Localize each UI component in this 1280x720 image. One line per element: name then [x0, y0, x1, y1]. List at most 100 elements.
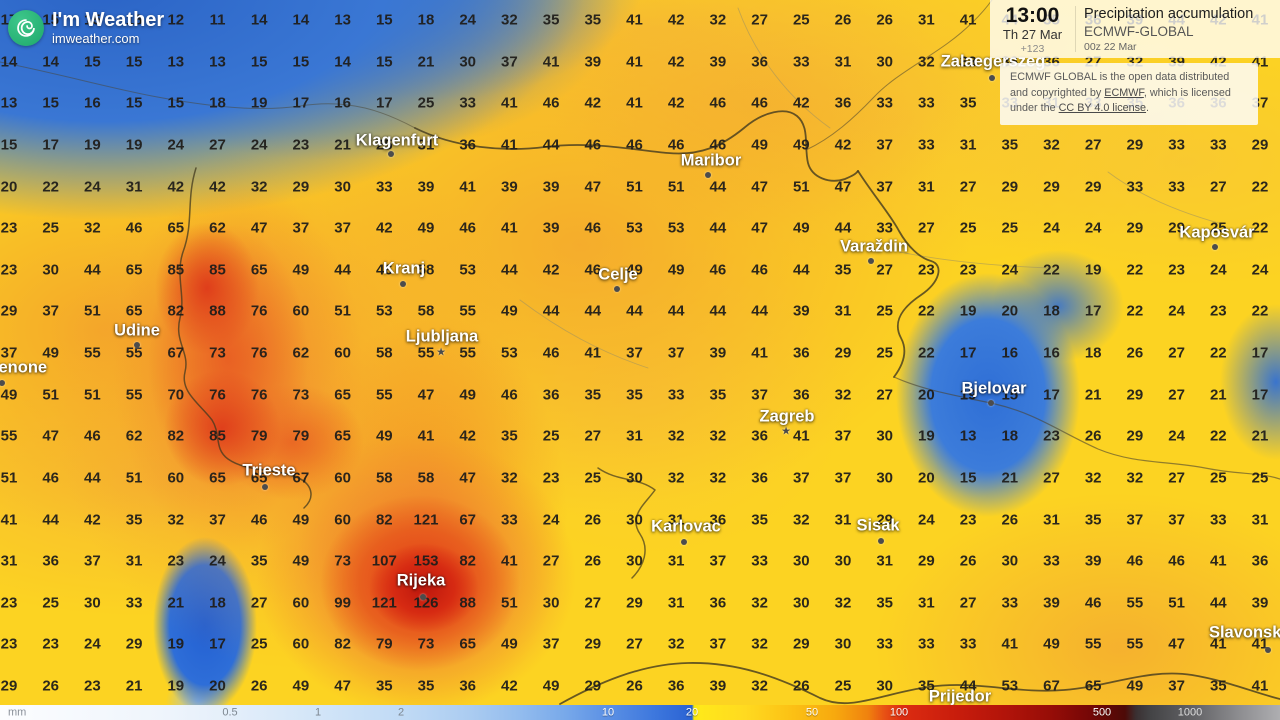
precip-value: 37	[1126, 511, 1144, 528]
forecast-info-panel[interactable]: 13:00 Th 27 Mar +123 Precipitation accum…	[990, 0, 1280, 58]
precip-value: 41	[626, 11, 643, 29]
precip-value: 37	[84, 552, 101, 570]
precip-value: 30	[542, 594, 560, 612]
precip-value: 73	[292, 386, 310, 404]
precip-value: 27	[1168, 469, 1185, 487]
precip-value: 47	[1168, 635, 1185, 653]
city-dot-marker	[868, 258, 874, 264]
precip-value: 22	[1209, 344, 1227, 362]
precip-value: 82	[167, 427, 185, 445]
precip-value: 30	[834, 635, 852, 653]
city-label: Kranj	[382, 259, 426, 278]
city-label: Maribor	[680, 151, 742, 170]
precip-value: 22	[1126, 261, 1144, 279]
precip-value: 41	[1251, 677, 1269, 695]
precip-value: 37	[792, 469, 810, 487]
precip-value: 14	[292, 11, 310, 29]
precip-value: 32	[1084, 469, 1102, 487]
precip-value: 33	[959, 635, 977, 653]
precip-value: 35	[375, 677, 393, 695]
city-label: Slavonski Brod	[1208, 623, 1280, 642]
precip-value: 47	[584, 178, 602, 195]
precip-value: 55	[125, 344, 143, 362]
precip-value: 22	[1251, 178, 1269, 195]
precip-value: 25	[542, 427, 560, 445]
precip-value: 15	[42, 94, 60, 112]
precip-value: 88	[209, 302, 226, 320]
precip-value: 60	[334, 469, 351, 487]
forecast-date: Th 27 Mar	[1002, 26, 1063, 42]
precip-value: 153	[413, 552, 439, 570]
precip-value: 36	[459, 136, 477, 154]
precip-value: 18	[209, 94, 226, 112]
precip-value: 29	[1084, 178, 1102, 195]
panel-divider	[1075, 6, 1076, 52]
precip-value: 39	[709, 53, 727, 71]
precip-value: 55	[125, 386, 143, 404]
precip-value: 76	[250, 302, 268, 320]
precip-value: 49	[626, 261, 643, 279]
city-label: Trieste	[242, 461, 296, 480]
precip-value: 32	[1126, 469, 1144, 487]
precip-value: 46	[751, 261, 768, 279]
city-dot-marker	[0, 380, 5, 386]
precip-value: 25	[959, 219, 977, 237]
brand-logo[interactable]: I'm Weather imweather.com	[8, 10, 164, 47]
precip-value: 41	[626, 53, 643, 71]
precip-value: 24	[1168, 427, 1185, 445]
precip-value: 19	[84, 136, 101, 154]
precip-value: 20	[918, 386, 935, 404]
precip-value: 23	[959, 261, 977, 279]
precip-value: 31	[417, 136, 435, 154]
precip-value: 55	[1126, 635, 1144, 653]
precip-value: 49	[501, 635, 518, 653]
precip-value: 44	[667, 302, 685, 320]
precip-value: 17	[959, 344, 977, 362]
cc-license-link[interactable]: CC BY 4.0 license	[1058, 102, 1147, 115]
precip-value: 35	[1001, 136, 1019, 154]
precip-value: 49	[667, 261, 685, 279]
precip-value: 35	[834, 261, 852, 279]
precip-value: 30	[834, 552, 852, 570]
precip-value: 73	[334, 552, 351, 570]
precip-value: 60	[334, 344, 351, 362]
precip-value: 25	[250, 635, 268, 653]
precip-value: 37	[501, 53, 518, 71]
precip-value: 30	[876, 677, 894, 695]
precip-value: 39	[584, 53, 602, 71]
precip-value: 24	[209, 552, 226, 570]
precip-value: 27	[1084, 136, 1102, 154]
precip-value: 16	[1043, 344, 1060, 362]
precip-value: 53	[375, 302, 393, 320]
precip-value: 42	[667, 94, 685, 112]
precip-value: 36	[834, 94, 852, 112]
precip-value: 29	[876, 511, 894, 528]
precip-value: 32	[250, 178, 268, 195]
precip-value: 35	[959, 94, 977, 112]
precip-value: 73	[417, 635, 435, 653]
precip-value: 39	[417, 178, 435, 195]
city-label: Prijedor	[928, 687, 992, 706]
precip-value: 32	[709, 469, 727, 487]
precip-value: 67	[292, 469, 310, 487]
precip-value: 33	[876, 94, 894, 112]
precip-value: 46	[459, 219, 477, 237]
precip-value: 32	[834, 386, 852, 404]
ecmwf-link[interactable]: ECMWF	[1104, 86, 1144, 99]
precip-value: 26	[1001, 511, 1019, 528]
precip-value: 65	[334, 427, 351, 445]
precip-value: 15	[375, 53, 393, 71]
precip-value: 30	[876, 427, 894, 445]
precip-value: 36	[1251, 552, 1269, 570]
precip-value: 26	[1084, 427, 1102, 445]
precip-value: 36	[709, 594, 727, 612]
precip-value: 19	[125, 136, 143, 154]
city-label: Sisak	[856, 516, 900, 535]
precip-value: 35	[542, 11, 560, 29]
precip-value: 18	[209, 594, 226, 612]
precip-value: 23	[292, 136, 310, 154]
precip-value: 23	[0, 261, 18, 279]
precip-value: 18	[125, 11, 143, 29]
precip-value: 20	[0, 178, 18, 195]
precip-value: 41	[0, 511, 18, 528]
